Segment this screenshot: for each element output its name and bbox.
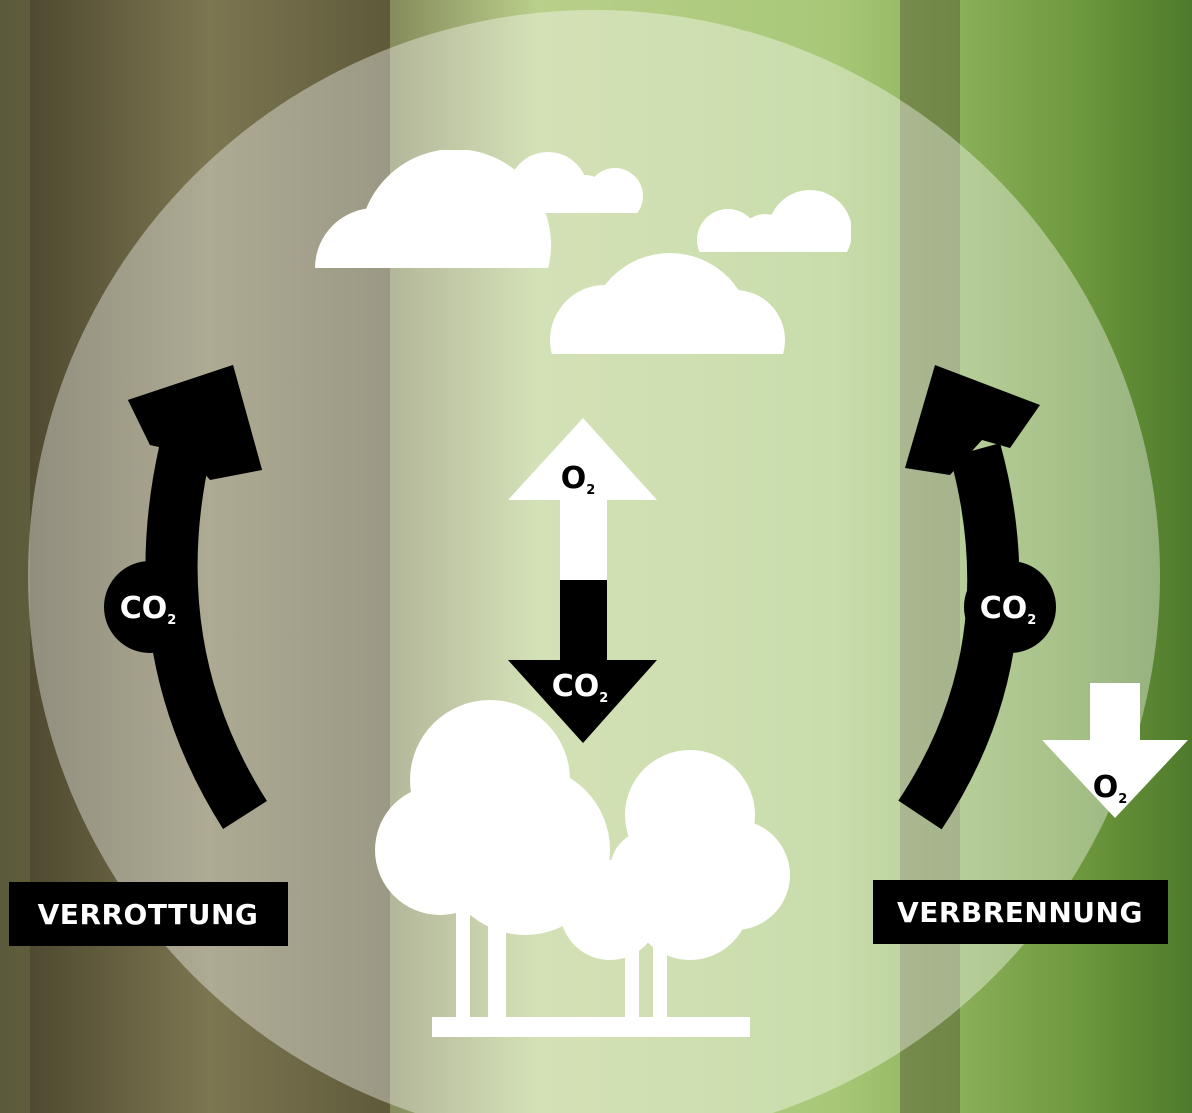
text: 2 (586, 483, 595, 498)
text: 2 (599, 691, 608, 706)
text: CO (980, 591, 1028, 626)
decay-label: VERROTTUNG (9, 882, 288, 946)
text: CO (120, 591, 168, 626)
text: O (561, 461, 587, 496)
diagram: CO2 CO2 O2 CO2 O2 VERROTTUNG VERBRENNUNG (0, 0, 1192, 1113)
text: CO (552, 669, 600, 704)
label-text: VERBRENNUNG (897, 896, 1143, 929)
page: CO2 CO2 O2 CO2 O2 VERROTTUNG VERBRENNUNG… (0, 0, 1192, 1113)
combustion-label: VERBRENNUNG (873, 880, 1168, 944)
text: 2 (167, 613, 176, 628)
label-text: VERROTTUNG (38, 898, 259, 931)
text: 2 (1027, 613, 1036, 628)
text: 2 (1118, 792, 1127, 807)
text: O (1093, 770, 1119, 805)
